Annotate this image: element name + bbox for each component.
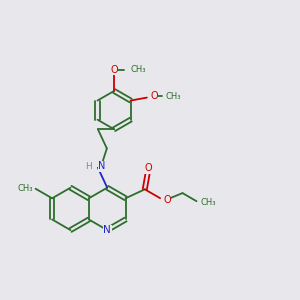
Text: O: O [150,91,158,101]
Text: N: N [103,225,111,235]
Text: CH₃: CH₃ [165,92,181,100]
Text: H: H [85,162,92,171]
Text: O: O [163,195,171,205]
Text: O: O [144,164,152,173]
Text: CH₃: CH₃ [17,184,33,193]
Text: CH₃: CH₃ [130,65,146,74]
Text: CH₃: CH₃ [201,198,216,207]
Text: O: O [110,65,118,75]
Text: N: N [98,161,106,171]
